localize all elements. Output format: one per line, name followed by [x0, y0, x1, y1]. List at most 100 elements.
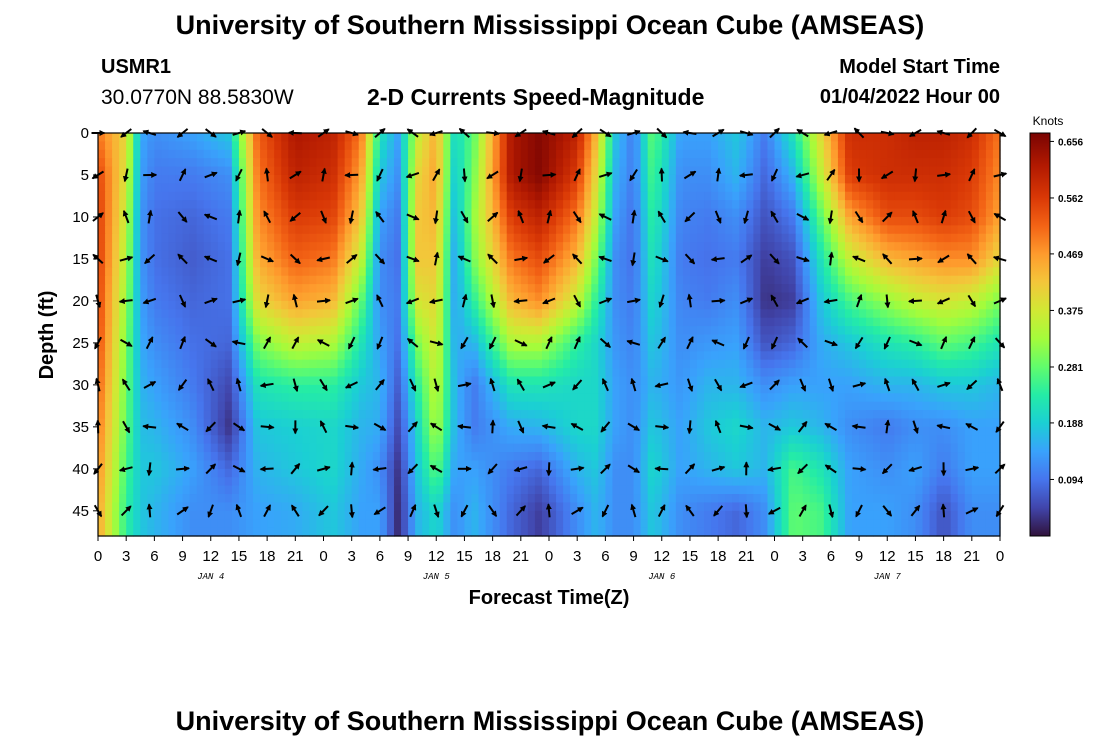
heatmap-cell	[809, 401, 818, 411]
heatmap-cell	[718, 191, 726, 201]
heatmap-cell	[830, 384, 839, 394]
heatmap-cell	[661, 242, 670, 252]
heatmap-cell	[661, 359, 670, 369]
heatmap-cell	[985, 133, 994, 142]
heatmap-cell	[147, 309, 155, 319]
heatmap-cell	[689, 216, 698, 226]
heatmap-cell	[478, 401, 487, 411]
heatmap-cell	[704, 292, 712, 302]
heatmap-cell	[612, 200, 621, 210]
heatmap-cell	[964, 443, 973, 453]
heatmap-cell	[140, 267, 148, 277]
heatmap-cell	[224, 267, 233, 277]
heatmap-cell	[809, 334, 818, 344]
heatmap-cell	[704, 351, 712, 361]
heatmap-cell	[732, 435, 740, 445]
heatmap-cell	[760, 284, 769, 294]
heatmap-cell	[753, 225, 762, 235]
heatmap-cell	[98, 158, 106, 168]
heatmap-cell	[598, 233, 606, 243]
heatmap-cell	[436, 368, 444, 378]
heatmap-cell	[196, 351, 205, 361]
heatmap-cell	[253, 284, 261, 294]
heatmap-cell	[922, 452, 931, 462]
heatmap-cell	[901, 309, 909, 319]
heatmap-cell	[746, 443, 754, 453]
heatmap-cell	[274, 309, 282, 319]
heatmap-cell	[245, 284, 254, 294]
heatmap-cell	[281, 342, 289, 352]
heatmap-cell	[337, 368, 346, 378]
heatmap-cell	[908, 284, 917, 294]
heatmap-cell	[274, 410, 282, 420]
heatmap-cell	[781, 225, 790, 235]
heatmap-cell	[358, 250, 367, 260]
heatmap-cell	[112, 216, 120, 226]
heatmap-cell	[929, 284, 938, 294]
heatmap-cell	[422, 133, 430, 142]
heatmap-cell	[260, 216, 268, 226]
heatmap-cell	[492, 393, 501, 403]
heatmap-cell	[964, 351, 973, 361]
heatmap-cell	[859, 384, 867, 394]
heatmap-cell	[682, 141, 691, 151]
heatmap-cell	[859, 174, 867, 184]
heatmap-cell	[894, 443, 902, 453]
heatmap-cell	[859, 191, 867, 201]
heatmap-cell	[478, 284, 487, 294]
heatmap-cell	[175, 317, 184, 327]
heatmap-cell	[189, 435, 198, 445]
heatmap-cell	[126, 284, 134, 294]
heatmap-cell	[302, 258, 311, 268]
heatmap-cell	[154, 426, 163, 436]
heatmap-cell	[732, 426, 740, 436]
heatmap-cell	[527, 393, 536, 403]
heatmap-cell	[499, 426, 508, 436]
heatmap-cell	[330, 443, 339, 453]
heatmap-cell	[288, 191, 296, 201]
heatmap-cell	[852, 133, 860, 142]
heatmap-cell	[661, 368, 670, 378]
heatmap-cell	[323, 216, 332, 226]
heatmap-cell	[647, 225, 656, 235]
heatmap-cell	[682, 443, 691, 453]
heatmap-cell	[126, 426, 134, 436]
heatmap-cell	[351, 208, 360, 218]
heatmap-cell	[302, 267, 311, 277]
heatmap-cell	[351, 233, 360, 243]
heatmap-cell	[168, 426, 177, 436]
heatmap-cell	[351, 183, 360, 193]
heatmap-cell	[978, 292, 987, 302]
heatmap-cell	[253, 359, 261, 369]
heatmap-cell	[605, 141, 614, 151]
heatmap-cell	[556, 393, 564, 403]
heatmap-cell	[746, 418, 754, 428]
heatmap-cell	[154, 267, 163, 277]
heatmap-cell	[358, 174, 367, 184]
heatmap-cell	[372, 183, 381, 193]
heatmap-cell	[570, 410, 578, 420]
heatmap-cell	[570, 435, 578, 445]
heatmap-cell	[478, 191, 487, 201]
heatmap-cell	[760, 292, 769, 302]
heatmap-cell	[105, 435, 113, 445]
heatmap-cell	[492, 384, 501, 394]
heatmap-cell	[281, 452, 289, 462]
heatmap-cell	[732, 191, 740, 201]
heatmap-cell	[245, 435, 254, 445]
heatmap-cell	[901, 242, 909, 252]
heatmap-cell	[358, 267, 367, 277]
heatmap-cell	[950, 401, 959, 411]
heatmap-cell	[570, 300, 578, 310]
heatmap-cell	[302, 410, 311, 420]
heatmap-cell	[908, 410, 917, 420]
heatmap-cell	[415, 309, 423, 319]
heatmap-cell	[267, 250, 275, 260]
heatmap-cell	[253, 410, 261, 420]
heatmap-cell	[161, 368, 170, 378]
heatmap-cell	[217, 351, 226, 361]
heatmap-cell	[260, 309, 268, 319]
heatmap-cell	[323, 225, 332, 235]
heatmap-cell	[774, 149, 783, 159]
heatmap-cell	[746, 359, 754, 369]
